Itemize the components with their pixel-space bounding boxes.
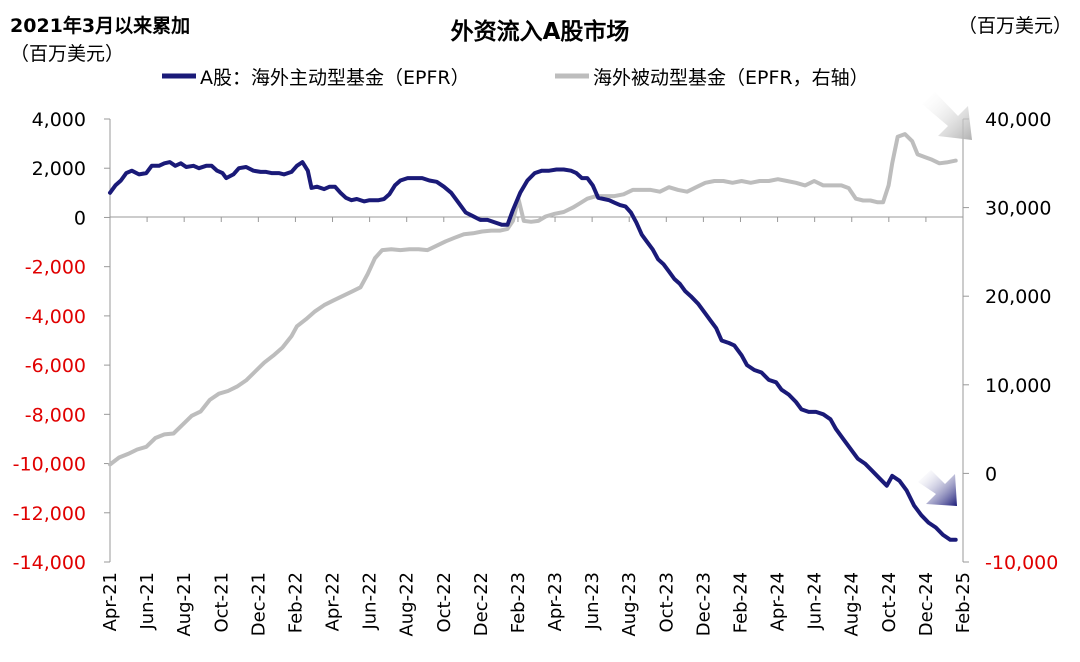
right-axis-label: （百万美元） [958,15,1072,37]
series-line-active-funds [108,160,958,542]
series-line-passive-funds [108,132,958,467]
x-axis-tick-label: Aug-21 [174,572,195,637]
left-axis-tick-label: 2,000 [32,158,86,180]
legend-label-active: A股：海外主动型基金（EPFR） [200,67,470,89]
x-axis-tick-label: Oct-21 [211,572,232,633]
left-axis-tick-label: -8,000 [25,404,86,426]
left-axis-tick-label: -6,000 [25,355,86,377]
legend: A股：海外主动型基金（EPFR） 海外被动型基金（EPFR，右轴） [162,67,869,89]
trend-arrow-passive [922,92,972,140]
x-axis-tick-label: Apr-22 [323,572,344,631]
left-axis-tick-label: -2,000 [25,257,86,279]
x-axis-tick-label: Aug-22 [397,572,418,637]
right-axis-tick-label: 20,000 [985,286,1051,308]
x-axis-tick-label: Aug-24 [842,572,863,637]
left-axis-tick-label: -12,000 [13,503,86,525]
right-axis-tick-label: 10,000 [985,375,1051,397]
x-axis-tick-label: Feb-23 [508,572,529,633]
axes: 4,000 2,000 0 -2,000 -4,000 -6,000 -8,000 -10,0… [13,109,1059,637]
x-axis-tick-label: Feb-24 [730,572,751,633]
x-axis-tick-label: Jun-23 [582,572,603,631]
x-axis-tick-label: Apr-23 [545,572,566,631]
x-axis-tick-label: Aug-23 [619,572,640,637]
x-axis-tick-label: Jun-24 [805,572,826,631]
x-axis-tick-label: Dec-23 [693,572,714,636]
left-axis-label-line1: 2021年3月以来累加 [10,14,190,37]
x-axis-tick-label: Dec-22 [471,572,492,636]
right-axis-tick-label: -10,000 [985,552,1058,574]
right-axis-tick-label: 0 [985,463,997,485]
x-axis-tick-label: Feb-22 [285,572,306,633]
series-layer [108,132,958,542]
left-axis-tick-label: -14,000 [13,552,86,574]
x-axis-tick-label: Oct-24 [879,572,900,633]
left-axis-label-line2: （百万美元） [10,43,124,65]
x-axis-tick-label: Apr-24 [768,572,789,631]
left-axis-tick-label: -10,000 [13,454,86,476]
left-axis-tick-label: -4,000 [25,306,86,328]
x-axis-tick-label: Apr-21 [100,572,121,631]
x-axis-tick-label: Oct-23 [656,572,677,633]
x-axis-tick-label: Dec-21 [248,572,269,636]
x-axis-tick-label: Oct-22 [434,572,455,633]
x-axis-tick-label: Dec-24 [916,572,937,636]
left-axis-tick-label: 0 [74,207,86,229]
x-axis-tick-label: Jun-21 [137,572,158,631]
left-axis-tick-label: 4,000 [32,109,86,131]
right-axis-tick-label: 40,000 [985,109,1051,131]
x-axis-tick-label: Jun-22 [360,572,381,631]
trend-arrow-active [918,470,957,506]
legend-label-passive: 海外被动型基金（EPFR，右轴） [593,67,869,89]
chart-title: 外资流入A股市场 [451,18,630,45]
x-axis-tick-label: Feb-25 [953,572,974,633]
right-axis-tick-label: 30,000 [985,198,1051,220]
